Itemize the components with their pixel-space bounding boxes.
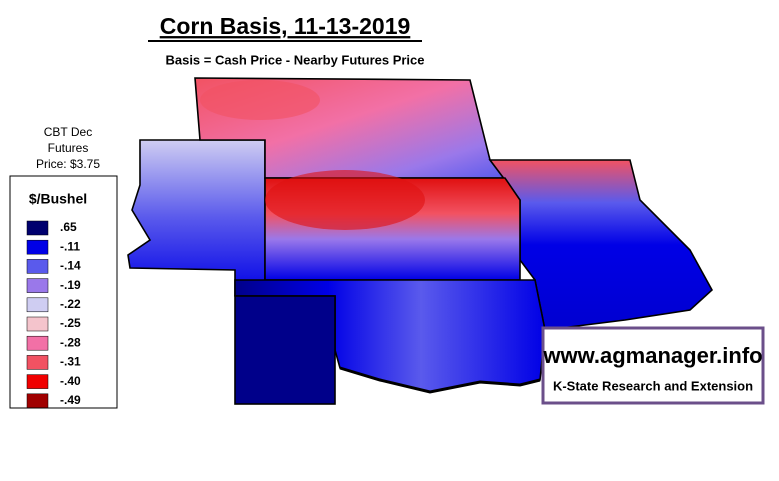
legend-label: -.25: [60, 316, 81, 330]
logo-url: www.agmanager.info: [542, 343, 762, 368]
legend-label: -.11: [60, 239, 80, 253]
futures-note: CBT Dec: [44, 125, 92, 139]
price-zone: [265, 170, 425, 230]
legend-swatch: [26, 297, 49, 313]
legend-swatch: [26, 355, 49, 370]
legend-swatch: [26, 374, 49, 389]
legend-items: .65 -.11 -.14 -.19 -.22 -.25 -.28 -.31 -.40 -.49: [26, 220, 81, 409]
legend-swatch: [26, 316, 49, 332]
legend-swatch: [26, 393, 49, 409]
state-region: [127, 139, 266, 296]
legend-title: $/Bushel: [29, 191, 87, 207]
legend-swatch: [26, 239, 49, 255]
legend-label: -.49: [60, 393, 81, 407]
title: Corn Basis, 11-13-2019: [160, 13, 411, 39]
legend-label: -.40: [60, 374, 81, 388]
legend-label: -.28: [60, 335, 81, 349]
state-region: [234, 295, 336, 405]
border-river: [339, 366, 541, 394]
legend-label: -.31: [60, 355, 81, 369]
legend-label: -.22: [60, 297, 81, 311]
futures-note: Futures: [48, 141, 89, 155]
legend-swatch: [26, 335, 49, 351]
logo-box: [541, 326, 765, 405]
subtitle: Basis = Cash Price - Nearby Futures Pric…: [165, 52, 424, 67]
legend-label: .65: [60, 220, 77, 234]
logo-org: K-State Research and Extension: [553, 378, 753, 393]
price-zone: [200, 80, 320, 120]
legend-label: -.14: [60, 259, 81, 273]
legend-swatch: [26, 220, 49, 236]
legend-label: -.19: [60, 278, 81, 292]
futures-note: Price: $3.75: [36, 157, 100, 171]
legend-swatch: [26, 278, 49, 293]
legend-swatch: [26, 259, 49, 274]
